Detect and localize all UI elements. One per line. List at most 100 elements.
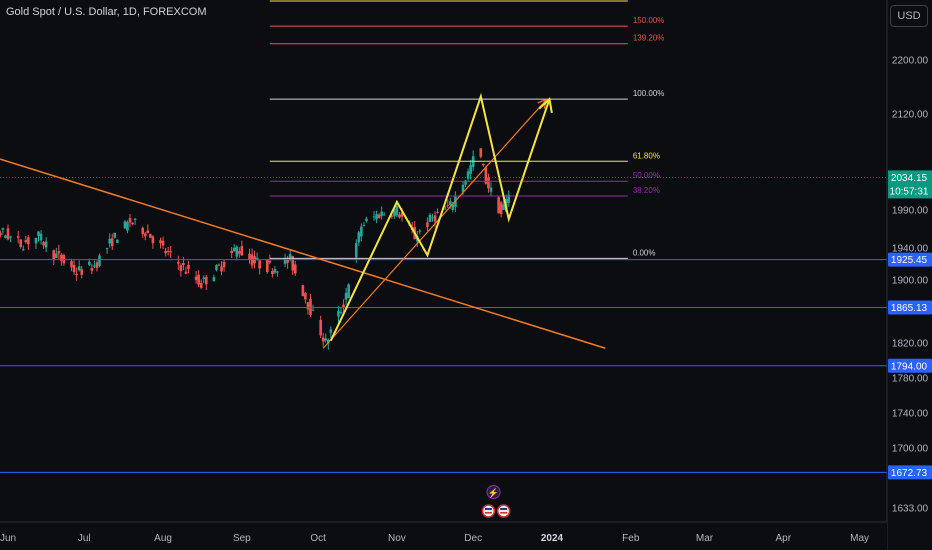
- candle-body: [37, 231, 40, 237]
- level-price-label: 1865.13: [891, 303, 928, 314]
- candle: [497, 196, 500, 214]
- candle-body: [375, 214, 378, 220]
- candle: [382, 212, 386, 216]
- candle-body: [141, 227, 145, 235]
- candle: [24, 236, 28, 244]
- descending-trendline[interactable]: [0, 158, 606, 349]
- trendlines[interactable]: [0, 98, 606, 349]
- price-tick-label: 1780.00: [892, 374, 929, 385]
- candle-body: [489, 187, 493, 192]
- candle: [220, 261, 223, 276]
- candle-body: [215, 265, 218, 271]
- candle-body: [344, 292, 348, 300]
- candle: [184, 266, 188, 275]
- candle: [146, 224, 150, 234]
- candle: [238, 247, 241, 258]
- lightning-icon: [486, 485, 501, 499]
- candle-body: [497, 197, 500, 214]
- candle-body: [57, 251, 61, 254]
- horizontal-levels[interactable]: [0, 259, 887, 473]
- candle: [44, 237, 48, 253]
- candle-body: [291, 256, 295, 271]
- time-tick-label: Oct: [310, 533, 326, 544]
- candle-body: [77, 266, 81, 271]
- candle: [90, 263, 94, 275]
- candle-body: [390, 215, 394, 217]
- candle-body: [204, 276, 208, 285]
- level-price-tag[interactable]: [888, 465, 932, 480]
- candle: [95, 260, 99, 272]
- candle: [110, 233, 114, 250]
- candle-body: [95, 262, 99, 269]
- candle: [166, 246, 170, 256]
- level-price-tag[interactable]: [888, 252, 932, 267]
- candle: [428, 212, 432, 223]
- candle-body: [240, 246, 244, 256]
- candle-body: [433, 215, 437, 222]
- candle: [489, 182, 493, 197]
- us-flag-event[interactable]: [496, 504, 511, 518]
- candle: [105, 247, 109, 254]
- candle: [375, 210, 378, 224]
- candle-body: [255, 257, 259, 260]
- candle-body: [151, 236, 155, 244]
- candle-body: [169, 251, 172, 253]
- fibonacci-retracement[interactable]: 0.00% 38.20% 50.00% 61.80% 100.00% 139.20% 150…: [269, 0, 665, 259]
- candle: [347, 283, 350, 299]
- candle-body: [502, 204, 505, 210]
- candle-body: [199, 283, 203, 288]
- level-price-tag[interactable]: [888, 300, 932, 315]
- price-axis-background: [887, 0, 932, 550]
- candle-body: [301, 285, 305, 297]
- candle-body: [54, 253, 58, 258]
- candle-body: [293, 264, 297, 274]
- candle-body: [268, 260, 272, 263]
- zigzag-path[interactable]: [329, 92, 551, 342]
- event-markers[interactable]: ⚡: [481, 485, 511, 518]
- candle-body: [177, 261, 180, 264]
- candle-body: [52, 250, 56, 260]
- candle-body: [276, 271, 279, 273]
- candle-body: [499, 202, 503, 215]
- candle: [446, 199, 450, 208]
- candle: [265, 259, 269, 274]
- candle-body: [319, 319, 322, 336]
- time-tick-label: Jun: [0, 533, 16, 544]
- candle: [39, 230, 43, 245]
- candle: [273, 266, 277, 275]
- level-price-tag[interactable]: [888, 358, 932, 373]
- us-flag-event[interactable]: [481, 504, 496, 518]
- candle-body: [400, 212, 404, 217]
- currency-button[interactable]: USD: [890, 5, 928, 27]
- candle: [0, 230, 2, 238]
- candle: [182, 256, 185, 270]
- price-tick-label: 1700.00: [892, 444, 929, 455]
- candle-body: [105, 248, 109, 250]
- candle-body: [321, 337, 325, 342]
- candle-body: [1, 228, 5, 230]
- price-tick-label: 1990.00: [892, 206, 929, 217]
- candle: [276, 270, 279, 277]
- candle: [319, 315, 322, 339]
- candle: [204, 274, 208, 291]
- candle: [235, 245, 239, 261]
- candle-body: [329, 329, 333, 333]
- candle: [240, 240, 244, 256]
- ascending-trendline[interactable]: [322, 98, 548, 349]
- candle-body: [428, 214, 432, 223]
- candle: [321, 332, 325, 347]
- candle: [248, 248, 251, 264]
- time-axis[interactable]: Jun Jul Aug Sep Oct Nov Dec 2024 Feb Mar Apr May: [0, 521, 887, 550]
- candle-body: [93, 265, 96, 267]
- zigzag-pattern[interactable]: [329, 92, 553, 342]
- candle-body: [27, 237, 30, 245]
- candle: [436, 208, 439, 214]
- candle: [113, 232, 117, 239]
- candle-body: [42, 242, 45, 246]
- current-price-tag[interactable]: [888, 170, 932, 199]
- candle-body: [21, 249, 25, 251]
- lightning-event[interactable]: ⚡: [486, 485, 501, 500]
- candle: [133, 217, 137, 225]
